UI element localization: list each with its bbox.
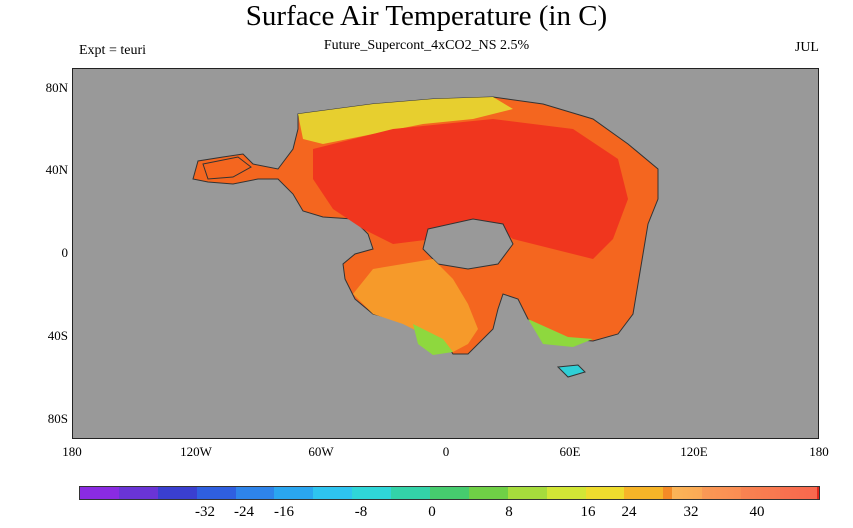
lon-label-180w: 180 [62,444,82,459]
colorbar-segment [507,487,547,499]
colorbar-label-0: 0 [428,504,436,520]
map-panel [72,68,819,439]
experiment-label: Expt = teuri [79,43,146,58]
colorbar-segment [235,487,275,499]
colorbar-segment [80,487,119,499]
supercontinent-map [192,96,659,378]
month-label: JUL [794,40,819,55]
colorbar-segment [274,487,314,499]
colorbar-segment [313,487,353,499]
colorbar-label-neg16: -16 [274,504,294,520]
lat-label-80s: 80S [47,411,68,426]
inland-sea [422,218,514,270]
landmass-south [353,259,478,352]
landmass-east-tip [528,319,593,347]
lon-label-60w: 60W [308,444,334,459]
colorbar-segment [430,487,469,499]
colorbar-segment [585,487,625,499]
lat-label-0: 0 [61,245,69,260]
colorbar-label-8: 8 [505,504,513,520]
colorbar-label-40: 40 [749,504,765,520]
colorbar-segment [468,487,508,499]
colorbar-segment [157,487,197,499]
lat-label-40s: 40S [47,328,68,343]
lat-label-40n: 40N [45,162,68,177]
lat-label-80n: 80N [45,80,68,95]
map-title: Surface Air Temperature (in C) [245,0,608,32]
map-subtitle: Future_Supercont_4xCO2_NS 2.5% [323,38,530,53]
landmass-north-edge [298,97,513,144]
colorbar-segment [196,487,236,499]
colorbar-segment [118,487,158,499]
colorbar-label-neg24: -24 [234,504,254,520]
island-cyan [556,364,586,378]
colorbar-label-24: 24 [621,504,637,520]
landmass-hot-core [313,119,628,259]
colorbar-label-16: 16 [580,504,596,520]
landmass-south-tip [413,324,453,355]
lon-label-120e: 120E [680,444,708,459]
lon-label-120w: 120W [180,444,212,459]
lon-label-0: 0 [442,444,450,459]
lon-label-60e: 60E [559,444,581,459]
colorbar-segment [352,487,392,499]
colorbar-label-neg8: -8 [354,504,368,520]
western-peninsula [202,156,252,180]
colorbar-segment [546,487,586,499]
lon-label-180e: 180 [809,444,829,459]
colorbar-segment [624,487,664,499]
colorbar-label-32: 32 [683,504,699,520]
watermark-logo [672,487,817,499]
colorbar-label-neg32: -32 [195,504,215,520]
colorbar-segment [391,487,431,499]
